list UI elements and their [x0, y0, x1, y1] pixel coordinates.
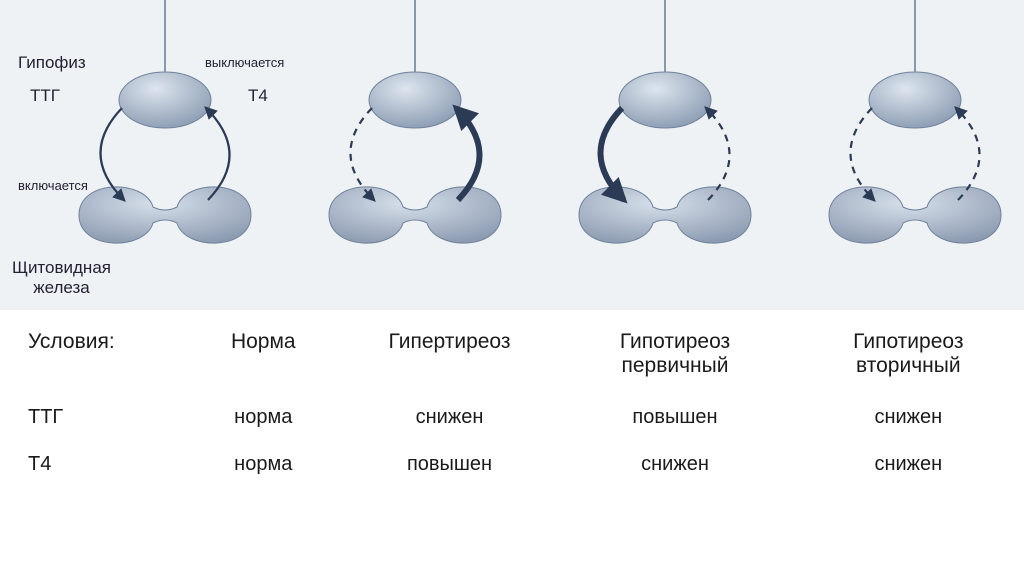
conditions-table: Условия: Норма Гипертиреоз Гипотиреоз пе…	[0, 330, 1024, 500]
panel-primary-hypo	[560, 0, 795, 310]
figure: { "colors": { "band_bg": "#eef2f5", "sha…	[0, 0, 1024, 576]
cell: снижен	[793, 406, 1024, 429]
panel-hyperthyroid	[310, 0, 545, 310]
table-row: Т4 норма повышен снижен снижен	[0, 453, 1024, 476]
col-header: Норма	[185, 330, 342, 354]
cell: повышен	[557, 406, 792, 429]
cell: снижен	[557, 453, 792, 476]
cell: норма	[185, 406, 342, 429]
cell: норма	[185, 453, 342, 476]
col-header: Гипотиреоз первичный	[557, 330, 792, 378]
row-label: Условия:	[0, 330, 185, 354]
panel-normal	[60, 0, 295, 310]
cell: снижен	[793, 453, 1024, 476]
col-header: Гипертиреоз	[342, 330, 558, 354]
row-label: Т4	[0, 453, 185, 476]
table-header-row: Условия: Норма Гипертиреоз Гипотиреоз пе…	[0, 330, 1024, 378]
col-header: Гипотиреоз вторичный	[793, 330, 1024, 378]
cell: снижен	[342, 406, 558, 429]
table-row: ТТГ норма снижен повышен снижен	[0, 406, 1024, 429]
cell: повышен	[342, 453, 558, 476]
ttg-label: ТТГ	[30, 86, 60, 106]
panel-secondary-hypo	[810, 0, 1024, 310]
diagram-band: Гипофиз ТТГ выключается Т4 включается Щи…	[0, 0, 1024, 310]
row-label: ТТГ	[0, 406, 185, 429]
